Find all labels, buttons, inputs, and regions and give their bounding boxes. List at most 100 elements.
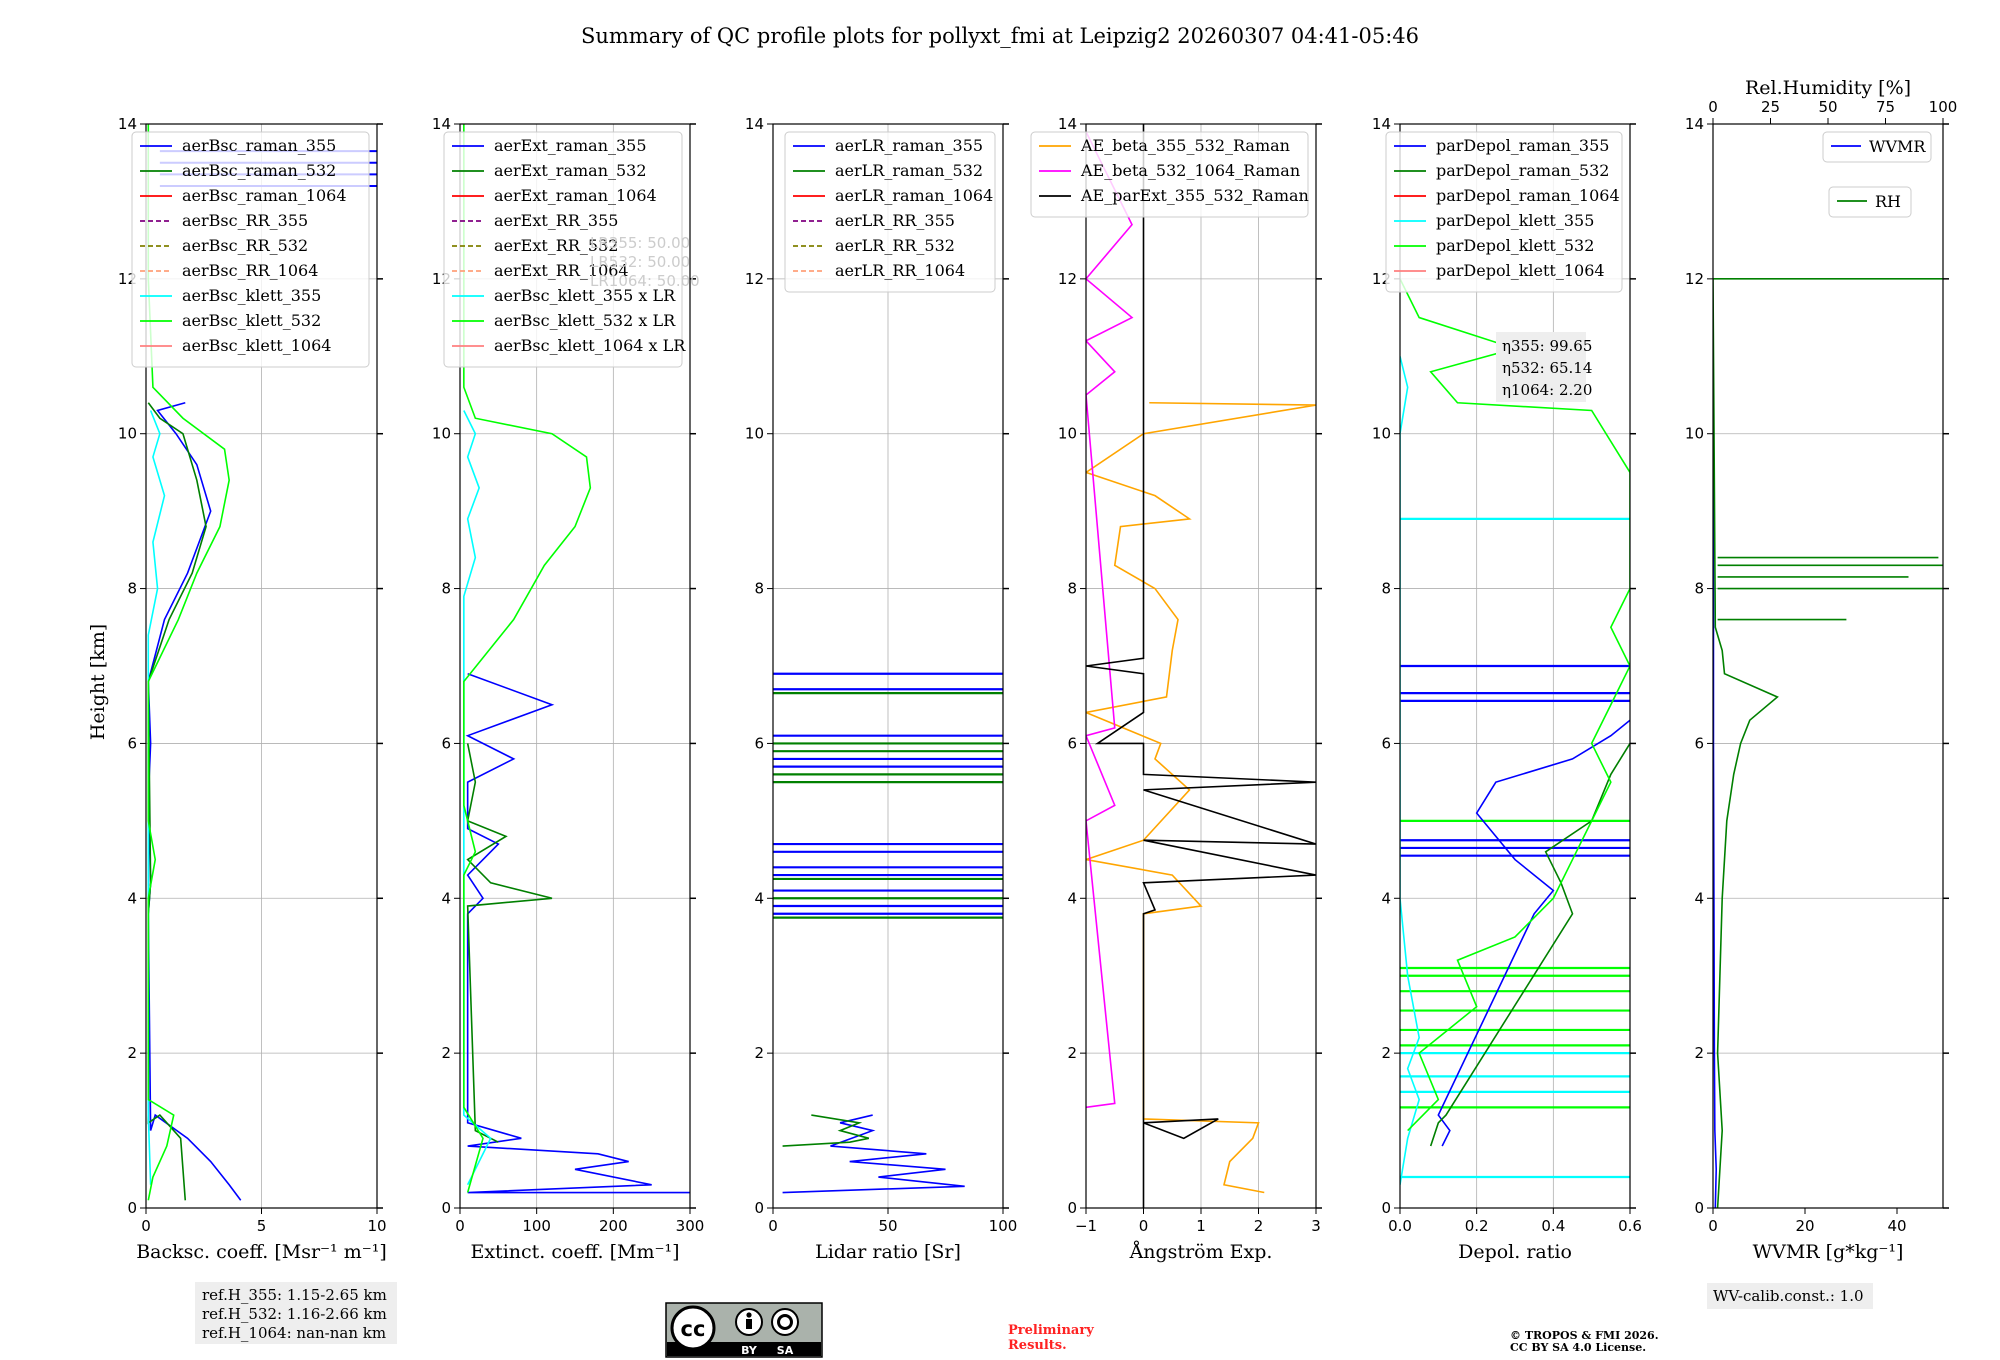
lr-note: LR1064: 50.00 (590, 272, 700, 290)
y-tick-label: 10 (1058, 425, 1077, 443)
y-tick-label: 6 (1694, 734, 1704, 752)
y-tick-label: 10 (118, 425, 137, 443)
legend-label: aerBsc_raman_532 (182, 161, 336, 180)
eta-value: η1064: 2.20 (1502, 381, 1592, 399)
legend-label: aerLR_raman_355 (835, 136, 983, 155)
series-aerLR_raman_532 (782, 1114, 870, 1147)
series-aerExt_raman_532 (466, 743, 553, 1143)
series-aerExt_raman_355 (465, 672, 690, 1194)
y-tick-label: 8 (127, 580, 137, 598)
legend-box (784, 131, 996, 293)
plot-area-extinction (463, 124, 690, 1194)
ref-heights-box: ref.H_355: 1.15-2.65 km ref.H_532: 1.16-… (195, 1282, 397, 1344)
legend-label: aerExt_RR_355 (494, 211, 618, 230)
legend-depol: parDepol_raman_355 parDepol_raman_532 parD… (1385, 131, 1623, 293)
legend-wvmr: WVMR (1822, 131, 1932, 163)
lr-note: LR355: 50.00 (590, 234, 690, 252)
legend-label: parDepol_raman_1064 (1436, 186, 1620, 205)
ref-height-532: ref.H_532: 1.16-2.66 km (202, 1305, 387, 1323)
x-axis-label: Extinct. coeff. [Mm⁻¹] (470, 1241, 679, 1263)
x-tick-label: 10 (367, 1217, 386, 1235)
x-tick-label: 1 (1196, 1217, 1206, 1235)
y-tick-label: 6 (441, 734, 451, 752)
cc-by-sa-badge[interactable]: cc BY SA (665, 1302, 823, 1358)
y-tick-label: 8 (1381, 580, 1391, 598)
x-axis-label: Lidar ratio [Sr] (815, 1241, 961, 1263)
y-tick-label: 2 (754, 1044, 764, 1062)
top-tick-label: 0 (1708, 98, 1718, 116)
legend-rh: RH (1828, 186, 1912, 218)
x-tick-label: 0.6 (1618, 1217, 1642, 1235)
series-parDepol_klett_532 (1400, 278, 1630, 1132)
y-tick-label: 8 (1067, 580, 1077, 598)
wv-calib-box: WV-calib.const.: 1.0 (1707, 1283, 1873, 1309)
legend-box (1030, 131, 1309, 218)
x-tick-label: 0.0 (1388, 1217, 1412, 1235)
legend-label: parDepol_raman_532 (1436, 161, 1609, 180)
y-tick-label: 14 (118, 115, 137, 133)
eta-value: η532: 65.14 (1502, 359, 1592, 377)
legend-label: WVMR (1869, 137, 1926, 156)
x-tick-label: 50 (878, 1217, 897, 1235)
axes-frame (459, 123, 691, 1209)
x-tick-label: 20 (1795, 1217, 1814, 1235)
y-tick-label: 0 (1067, 1199, 1077, 1217)
legend-lidar_ratio: aerLR_raman_355 aerLR_raman_532 aerLR_rama… (784, 131, 996, 293)
legend-label: aerBsc_klett_1064 x LR (494, 336, 686, 355)
legend-box (443, 131, 683, 368)
figure-title: Summary of QC profile plots for pollyxt_… (581, 24, 1419, 48)
preliminary-text-1: Preliminary (1008, 1323, 1094, 1338)
y-tick-label: 2 (441, 1044, 451, 1062)
by-label: BY (741, 1344, 758, 1357)
legend-label: aerLR_RR_1064 (835, 261, 965, 280)
y-tick-label: 14 (432, 115, 451, 133)
y-tick-label: 14 (745, 115, 764, 133)
legend-label: parDepol_klett_1064 (1436, 261, 1605, 280)
x-tick-label: 40 (1887, 1217, 1906, 1235)
series-aerLR_raman_355 (782, 1114, 965, 1194)
x-tick-label: 0.2 (1465, 1217, 1489, 1235)
legend-label: aerBsc_RR_1064 (182, 261, 318, 280)
legend-label: aerExt_RR_532 (494, 236, 618, 255)
y-tick-label: 12 (745, 270, 764, 288)
legend-box (1828, 186, 1912, 218)
axes-frame (1712, 123, 1944, 1209)
legend-label: aerLR_raman_1064 (835, 186, 993, 205)
legend-label: aerBsc_RR_355 (182, 211, 308, 230)
top-tick-label: 75 (1876, 98, 1895, 116)
series-aerBsc_klett_532 x LR (463, 124, 592, 1193)
legend-label: aerExt_RR_1064 (494, 261, 629, 280)
x-tick-label: 0 (455, 1217, 465, 1235)
legend-label: parDepol_klett_532 (1436, 236, 1594, 255)
y-tick-label: 10 (432, 425, 451, 443)
eta-bg (1496, 332, 1586, 402)
x-axis-label: Depol. ratio (1458, 1241, 1572, 1263)
series-AE_beta_355_532_Raman (1086, 401, 1316, 1194)
legend-label: aerLR_RR_532 (835, 236, 955, 255)
sa-label: SA (777, 1344, 794, 1357)
legend-label: aerBsc_raman_1064 (182, 186, 347, 205)
y-tick-label: 12 (1685, 270, 1704, 288)
x-tick-label: −1 (1075, 1217, 1097, 1235)
x-axis-label: Ångström Exp. (1129, 1241, 1273, 1263)
wv-calib-text: WV-calib.const.: 1.0 (1713, 1287, 1864, 1305)
legend-label: aerBsc_raman_355 (182, 136, 336, 155)
legend-label: parDepol_klett_355 (1436, 211, 1594, 230)
legend-extinction: aerExt_raman_355 aerExt_raman_532 aerExt_r… (443, 131, 686, 368)
y-tick-label: 4 (1694, 889, 1704, 907)
y-tick-label: 4 (1381, 889, 1391, 907)
x-axis-label: Backsc. coeff. [Msr⁻¹ m⁻¹] (136, 1241, 387, 1263)
panel-lidar_ratio: 0 2 4 6 8 10 12 14 0 50 100 Lidar ratio [Sr] aerLR_r… (745, 115, 1017, 1263)
y-tick-label: 2 (1067, 1044, 1077, 1062)
ref-height-355: ref.H_355: 1.15-2.65 km (202, 1286, 387, 1304)
x-tick-label: 2 (1254, 1217, 1264, 1235)
y-tick-label: 4 (1067, 889, 1077, 907)
preliminary-text-2: Results. (1008, 1338, 1067, 1353)
legend-label: AE_beta_532_1064_Raman (1080, 161, 1300, 180)
legend-label: aerBsc_klett_355 x LR (494, 286, 676, 305)
ref-height-1064: ref.H_1064: nan-nan km (202, 1324, 386, 1342)
legend-label: aerBsc_klett_532 (182, 311, 321, 330)
